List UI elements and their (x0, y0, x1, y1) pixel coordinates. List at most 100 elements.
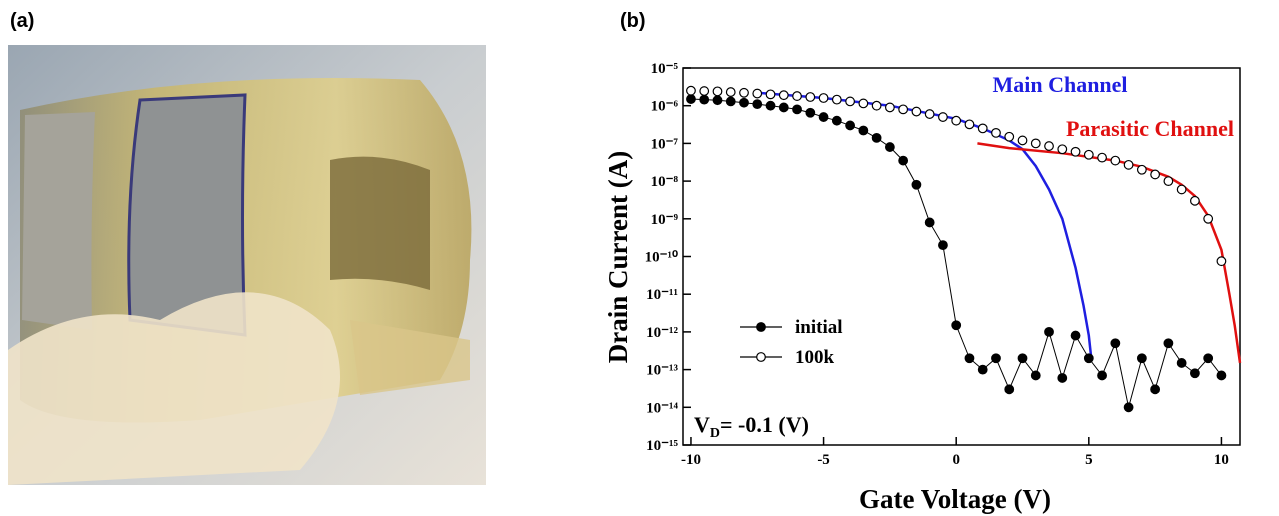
point (1004, 131, 1015, 142)
point (1070, 330, 1081, 341)
point (1190, 195, 1200, 206)
y-tick-label: 10⁻¹¹ (646, 287, 678, 303)
point (1110, 155, 1121, 166)
point (1004, 384, 1015, 395)
point (845, 96, 855, 107)
point (951, 115, 962, 126)
point (1044, 141, 1054, 151)
x-tick-label: 10 (1214, 452, 1229, 468)
condition-text: = -0.1 (V) (720, 412, 809, 437)
y-tick-label: 10⁻⁵ (651, 61, 679, 77)
point (1150, 169, 1161, 180)
point (712, 86, 723, 97)
point (739, 97, 749, 108)
point (1123, 159, 1134, 170)
point (752, 88, 763, 99)
point (831, 115, 842, 126)
point (752, 99, 763, 110)
y-tick-label: 10⁻¹⁰ (645, 250, 678, 266)
point (1044, 327, 1054, 337)
point (686, 85, 696, 96)
point (871, 132, 882, 143)
y-tick-label: 10⁻¹⁴ (646, 400, 678, 416)
point (712, 95, 723, 106)
point (1216, 256, 1227, 267)
point (845, 120, 855, 131)
point (884, 102, 895, 113)
point (765, 100, 776, 111)
point (858, 98, 869, 109)
x-axis-label: Gate Voltage (V) (859, 484, 1051, 514)
point (1136, 164, 1147, 175)
point (1123, 402, 1134, 413)
point (699, 94, 710, 105)
point (951, 320, 962, 331)
annotation: Main Channel (992, 72, 1127, 97)
point (977, 364, 988, 375)
point (1190, 368, 1200, 379)
panel-label: (b) (620, 10, 646, 32)
x-tick-label: -5 (817, 452, 830, 468)
point (858, 125, 869, 136)
point (1136, 353, 1147, 364)
point (818, 112, 829, 122)
legend-label: 100k (795, 347, 835, 368)
condition-subscript: D (710, 426, 720, 441)
point (924, 217, 935, 228)
point (1083, 353, 1094, 364)
y-tick-label: 10⁻¹³ (646, 363, 678, 379)
point (1216, 370, 1227, 381)
point (991, 353, 1001, 364)
point (765, 89, 776, 100)
y-tick-label: 10⁻⁹ (651, 212, 679, 228)
condition-symbol: V (694, 412, 710, 437)
point (1017, 353, 1028, 364)
point (699, 86, 710, 96)
point (1176, 358, 1187, 368)
point (805, 92, 816, 102)
photo (8, 45, 486, 485)
point (831, 94, 842, 105)
y-tick-label: 10⁻⁸ (651, 174, 679, 190)
point (1150, 384, 1161, 395)
x-tick-label: -10 (681, 452, 701, 468)
point (898, 104, 909, 115)
point (818, 93, 829, 103)
y-tick-label: 10⁻⁶ (651, 99, 679, 115)
point (725, 87, 736, 97)
point (1176, 184, 1187, 195)
point (1030, 138, 1041, 149)
point (884, 142, 895, 152)
point (1163, 176, 1174, 187)
x-tick-label: 0 (952, 452, 960, 468)
y-tick-label: 10⁻¹² (646, 325, 678, 341)
point (871, 100, 882, 111)
point (686, 94, 696, 104)
point (1057, 144, 1068, 155)
point (739, 87, 749, 98)
panel-label: (a) (10, 10, 34, 32)
point (938, 112, 948, 122)
point (991, 127, 1001, 138)
legend-label: initial (795, 317, 843, 338)
point (964, 353, 975, 364)
point (805, 107, 816, 118)
point (1203, 353, 1214, 364)
condition: VD= -0.1 (V) (694, 412, 809, 441)
point (1097, 152, 1107, 163)
point (1083, 149, 1094, 160)
point (778, 90, 789, 101)
point (1017, 135, 1028, 146)
annotation: Parasitic Channel (1066, 116, 1234, 141)
x-tick-label: 5 (1085, 452, 1093, 468)
point (1030, 370, 1041, 381)
y-tick-label: 10⁻¹⁵ (646, 438, 678, 454)
point (938, 240, 948, 251)
point (977, 123, 988, 134)
point (778, 102, 789, 113)
point (1163, 338, 1174, 349)
point (911, 179, 922, 190)
point (1057, 373, 1068, 383)
legend-marker (756, 322, 766, 332)
